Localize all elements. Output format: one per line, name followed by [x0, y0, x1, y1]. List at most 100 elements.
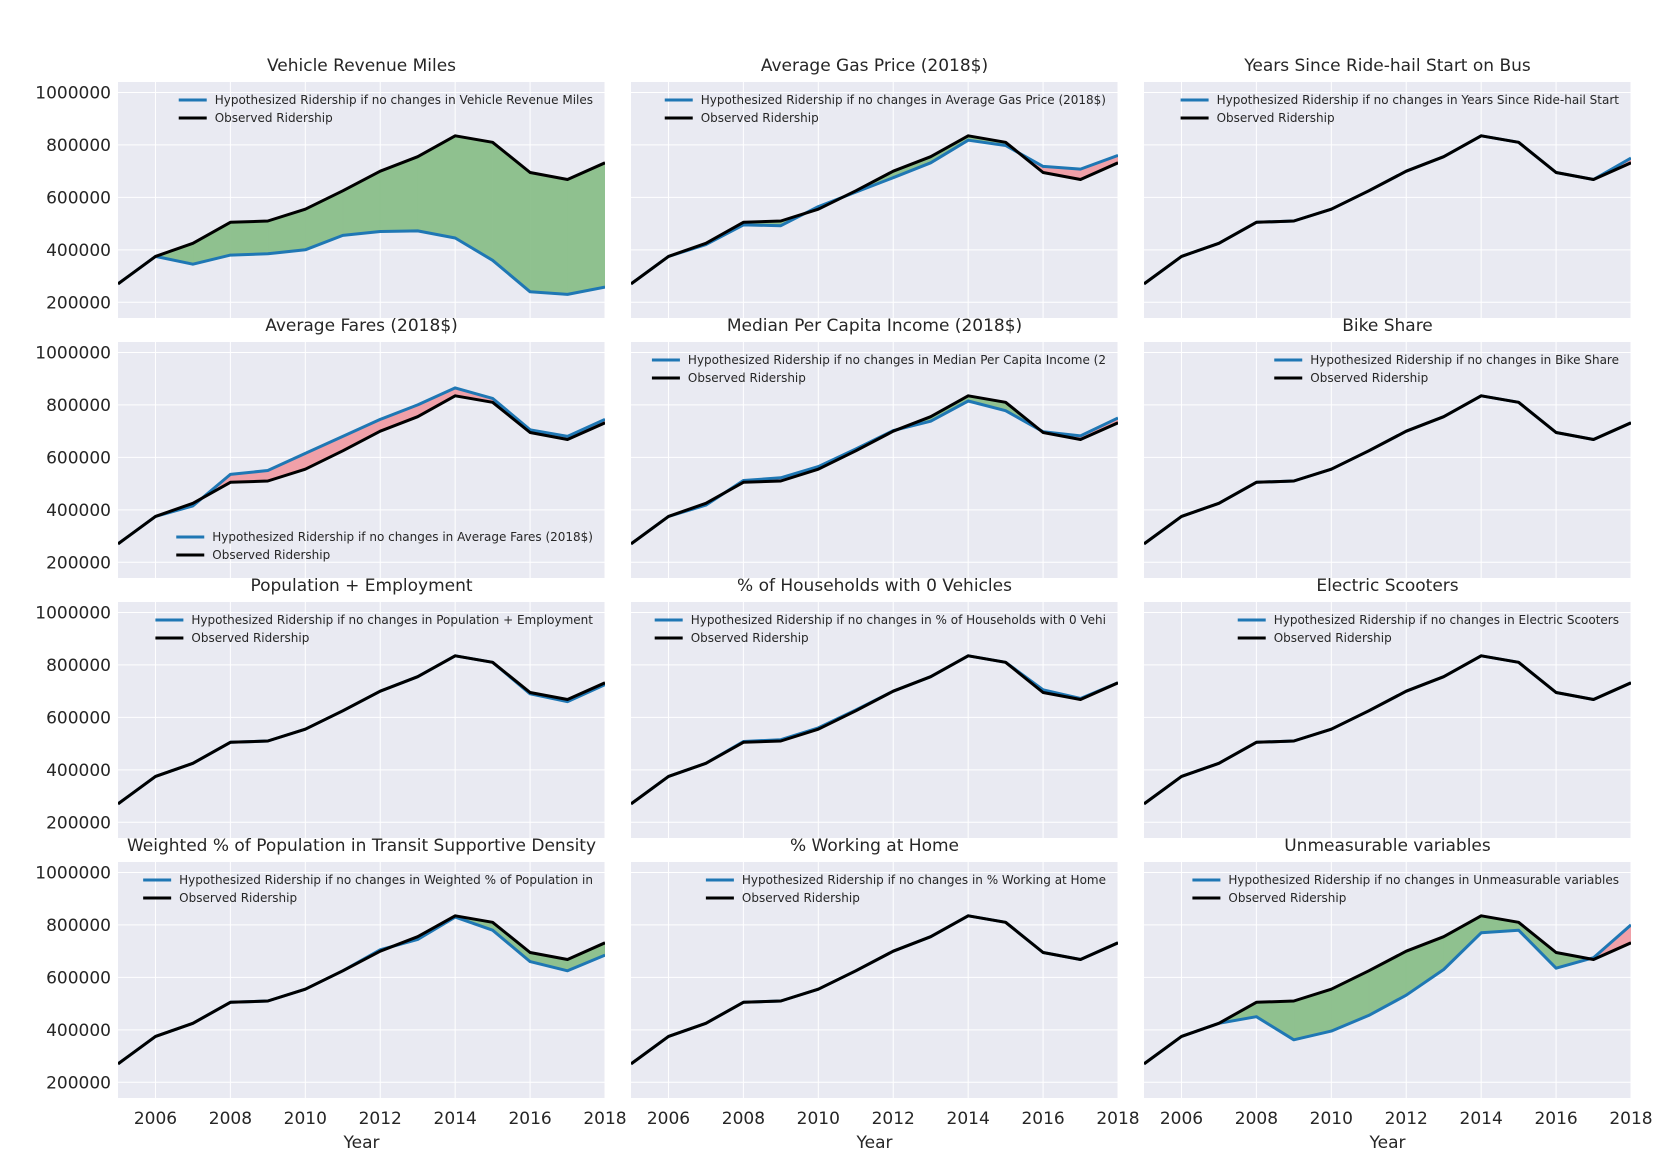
plot-content — [1144, 134, 1631, 286]
subplot-title: Median Per Capita Income (2018$) — [727, 316, 1022, 336]
subplot-title: Average Fares (2018$) — [265, 316, 458, 336]
y-tick-label: 800000 — [46, 396, 111, 416]
plot-area — [631, 342, 1118, 578]
plot-area — [118, 602, 605, 838]
plot-content — [1144, 654, 1631, 806]
legend-label: Observed Ridership — [688, 371, 806, 385]
plot-content — [631, 914, 1118, 1066]
y-tick-label: 600000 — [46, 448, 111, 468]
subplot-title: Average Gas Price (2018$) — [761, 56, 988, 76]
legend: Hypothesized Ridership if no changes in … — [1237, 613, 1619, 645]
legend-label: Hypothesized Ridership if no changes in … — [1310, 353, 1619, 367]
fill-region — [567, 162, 605, 295]
subplot-title: Electric Scooters — [1316, 576, 1458, 596]
x-tick-label: 2006 — [647, 1109, 690, 1129]
x-tick-label: 2016 — [1021, 1109, 1064, 1129]
legend: Hypothesized Ridership if no changes in … — [1274, 353, 1619, 385]
y-tick-label: 1000000 — [35, 603, 111, 623]
legend-label: Hypothesized Ridership if no changes in … — [215, 93, 593, 107]
legend-label: Hypothesized Ridership if no changes in … — [742, 873, 1106, 887]
legend-label: Observed Ridership — [179, 891, 297, 905]
x-tick-label: 2010 — [797, 1109, 840, 1129]
series-line-observed — [1144, 654, 1631, 806]
legend: Hypothesized Ridership if no changes in … — [705, 873, 1106, 905]
legend: Hypothesized Ridership if no changes in … — [176, 530, 593, 562]
plot-content — [118, 134, 605, 296]
y-tick-label: 400000 — [46, 501, 111, 521]
plot-content — [631, 134, 1118, 286]
legend-label: Hypothesized Ridership if no changes in … — [701, 93, 1106, 107]
subplot-10: Weighted % of Population in Transit Supp… — [35, 836, 626, 1153]
series-line-observed — [118, 134, 605, 286]
y-tick-label: 800000 — [46, 916, 111, 936]
x-axis-label: Year — [343, 1133, 380, 1153]
series-line-observed — [1144, 914, 1631, 1066]
y-tick-label: 600000 — [46, 188, 111, 208]
series-line-observed — [631, 654, 1118, 806]
subplot-12: Unmeasurable variables 2006 2008 2010 2012 20… — [1144, 836, 1653, 1153]
y-tick-label: 1000000 — [35, 83, 111, 103]
subplot-title: % of Households with 0 Vehicles — [737, 576, 1012, 596]
plot-content — [118, 654, 605, 806]
series-line-observed — [631, 394, 1118, 546]
subplot-8: % of Households with 0 Vehicles Hypothesi… — [631, 576, 1119, 838]
x-tick-label: 2018 — [1609, 1109, 1652, 1129]
x-tick-label: 2008 — [209, 1109, 252, 1129]
legend-label: Observed Ridership — [1274, 631, 1392, 645]
plot-content — [118, 914, 605, 1066]
y-tick-label: 600000 — [46, 708, 111, 728]
x-tick-label: 2008 — [722, 1109, 765, 1129]
y-tick-label: 400000 — [46, 761, 111, 781]
plot-area — [118, 342, 605, 578]
plot-area — [631, 82, 1118, 318]
x-tick-label: 2008 — [1235, 1109, 1278, 1129]
y-tick-label: 200000 — [46, 293, 111, 313]
subplot-3: Years Since Ride-hail Start on Bus Hypoth… — [1144, 56, 1632, 318]
series-line-observed — [118, 914, 605, 1066]
subplot-9: Electric Scooters Hypothesized Ridership … — [1144, 576, 1632, 838]
x-tick-label: 2014 — [1460, 1109, 1503, 1129]
legend-label: Hypothesized Ridership if no changes in … — [1274, 613, 1619, 627]
subplot-4: Average Fares (2018$) 200000 400000 600000 8… — [35, 316, 606, 578]
legend: Hypothesized Ridership if no changes in … — [1192, 873, 1619, 905]
plot-content — [631, 394, 1118, 546]
legend: Hypothesized Ridership if no changes in … — [155, 613, 593, 645]
x-tick-label: 2018 — [1096, 1109, 1139, 1129]
legend: Hypothesized Ridership if no changes in … — [664, 93, 1106, 125]
x-tick-label: 2014 — [434, 1109, 477, 1129]
x-axis-label: Year — [856, 1133, 893, 1153]
subplot-5: Median Per Capita Income (2018$) Hypothes… — [631, 316, 1119, 578]
x-tick-label: 2006 — [1160, 1109, 1203, 1129]
legend-label: Hypothesized Ridership if no changes in … — [1217, 93, 1620, 107]
y-tick-label: 200000 — [46, 1073, 111, 1093]
legend-label: Observed Ridership — [191, 631, 309, 645]
fill-region — [230, 220, 269, 256]
series-line-observed — [1144, 394, 1631, 546]
series-line-observed — [1144, 134, 1631, 286]
y-tick-label: 600000 — [46, 968, 111, 988]
series-line-hypothesized — [118, 229, 605, 296]
plot-content — [631, 654, 1118, 806]
y-tick-label: 400000 — [46, 1021, 111, 1041]
plot-area — [631, 862, 1118, 1098]
x-tick-label: 2016 — [1534, 1109, 1577, 1129]
subplot-title: Years Since Ride-hail Start on Bus — [1243, 56, 1531, 76]
legend-label: Hypothesized Ridership if no changes in … — [179, 873, 593, 887]
legend-label: Observed Ridership — [701, 111, 819, 125]
x-tick-label: 2016 — [508, 1109, 551, 1129]
legend-label: Observed Ridership — [215, 111, 333, 125]
series-line-observed — [631, 134, 1118, 286]
plot-area — [1144, 342, 1631, 578]
legend-label: Hypothesized Ridership if no changes in … — [212, 530, 593, 544]
y-tick-label: 800000 — [46, 136, 111, 156]
subplot-title: Weighted % of Population in Transit Supp… — [127, 836, 596, 856]
x-tick-label: 2010 — [1310, 1109, 1353, 1129]
x-tick-label: 2014 — [947, 1109, 990, 1129]
y-tick-label: 1000000 — [35, 863, 111, 883]
plot-area — [631, 602, 1118, 838]
plot-area — [1144, 602, 1631, 838]
fill-region — [529, 172, 568, 295]
legend: Hypothesized Ridership if no changes in … — [143, 873, 593, 905]
y-tick-label: 200000 — [46, 813, 111, 833]
subplot-2: Average Gas Price (2018$) Hypothesized Ri… — [631, 56, 1119, 318]
